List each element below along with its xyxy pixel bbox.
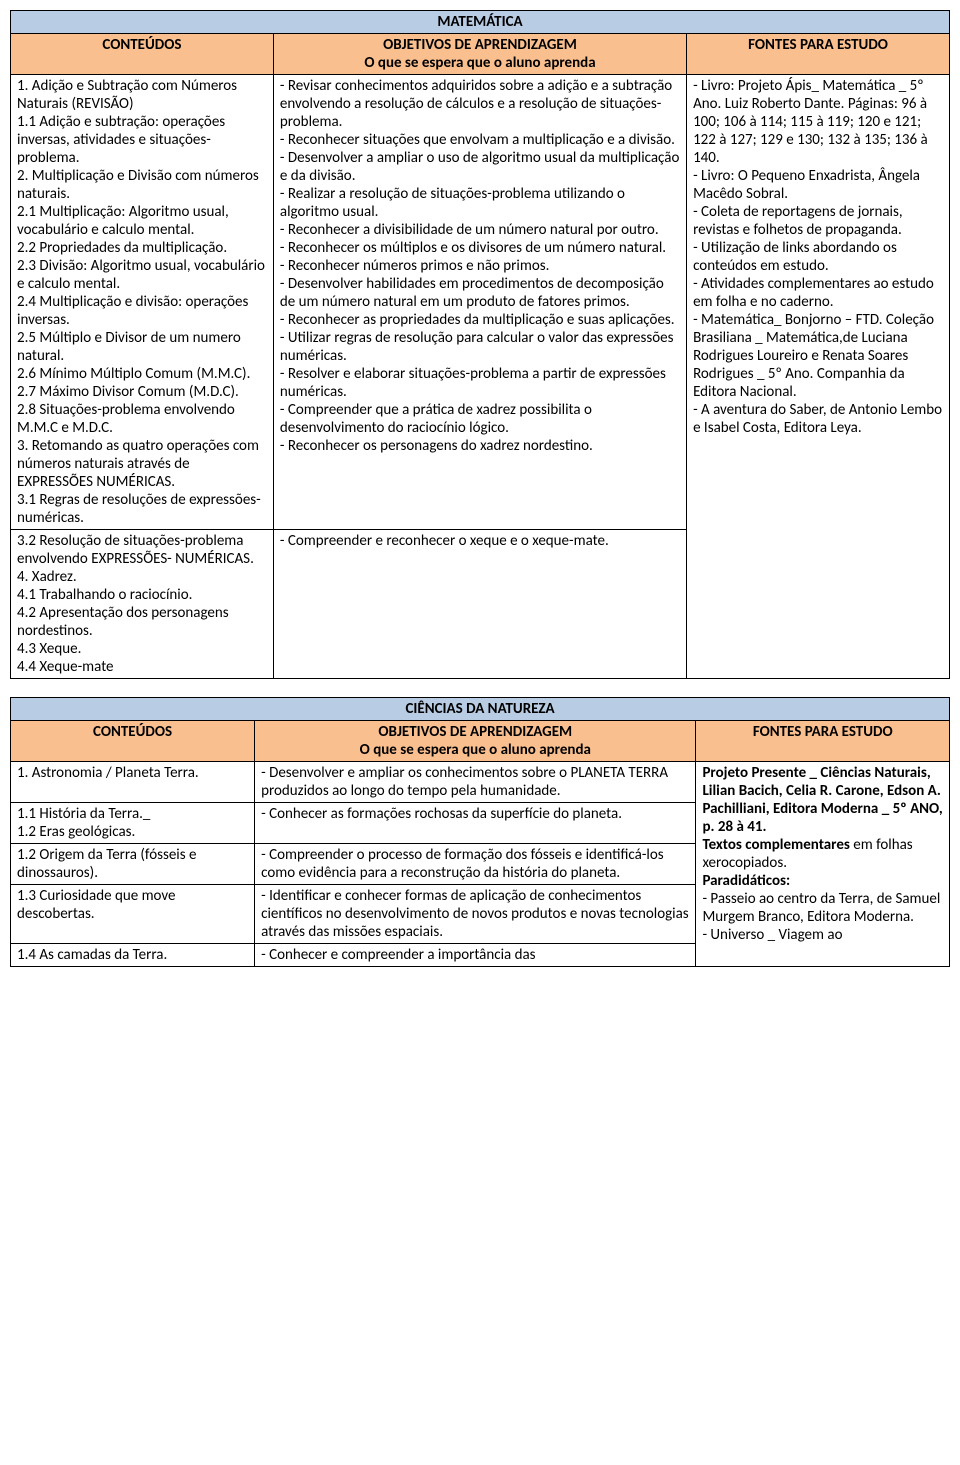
table2-r2-c: 1.2 Origem da Terra (fósseis e dinossaur… xyxy=(11,844,255,885)
table2-r4-c: 1.4 As camadas da Terra. xyxy=(11,944,255,967)
header-line2: O que se espera que o aluno aprenda xyxy=(360,741,591,759)
header-line2: O que se espera que o aluno aprenda xyxy=(364,54,595,72)
table1-header-fontes: FONTES PARA ESTUDO xyxy=(687,34,950,75)
header-line1: OBJETIVOS DE APRENDIZAGEM xyxy=(383,36,577,54)
table1-row1-objetivos: - Revisar conhecimentos adquiridos sobre… xyxy=(273,75,686,530)
table1-row2-objetivos: - Compreender e reconhecer o xeque e o x… xyxy=(273,530,686,679)
ciencias-table: CIÊNCIAS DA NATUREZA CONTEÚDOS OBJETIVOS… xyxy=(10,697,950,967)
table2-title: CIÊNCIAS DA NATUREZA xyxy=(11,698,950,721)
table2-header-objetivos: OBJETIVOS DE APRENDIZAGEM O que se esper… xyxy=(255,721,696,762)
table2-r1-c: 1.1 História da Terra._1.2 Eras geológic… xyxy=(11,803,255,844)
table2-r1-o: - Conhecer as formações rochosas da supe… xyxy=(255,803,696,844)
matematica-table: MATEMÁTICA CONTEÚDOS OBJETIVOS DE APREND… xyxy=(10,10,950,679)
table1-title: MATEMÁTICA xyxy=(11,11,950,34)
table2-header-conteudos: CONTEÚDOS xyxy=(11,721,255,762)
table2-r0-c: 1. Astronomia / Planeta Terra. xyxy=(11,762,255,803)
table2-header-fontes: FONTES PARA ESTUDO xyxy=(696,721,950,762)
header-line1: OBJETIVOS DE APRENDIZAGEM xyxy=(378,723,572,741)
fontes-bold2: Paradidáticos: xyxy=(702,872,790,890)
table2-r2-o: - Compreender o processo de formação dos… xyxy=(255,844,696,885)
table2-r4-o: - Conhecer e compreender a importância d… xyxy=(255,944,696,967)
fontes-plain2: - Passeio ao centro da Terra, de Samuel … xyxy=(702,890,940,944)
table2-fontes: Projeto Presente _ Ciências Naturais, Li… xyxy=(696,762,950,967)
table2-r3-o: - Identificar e conhecer formas de aplic… xyxy=(255,885,696,944)
table1-fontes: - Livro: Projeto Ápis_ Matemática _ 5º A… xyxy=(687,75,950,679)
table1-header-objetivos: OBJETIVOS DE APRENDIZAGEM O que se esper… xyxy=(273,34,686,75)
table1-row1-conteudos: 1. Adição e Subtração com Números Natura… xyxy=(11,75,274,530)
table2-r3-c: 1.3 Curiosidade que move descobertas. xyxy=(11,885,255,944)
table2-r0-o: - Desenvolver e ampliar os conhecimentos… xyxy=(255,762,696,803)
table1-header-conteudos: CONTEÚDOS xyxy=(11,34,274,75)
table1-row2-conteudos: 3.2 Resolução de situações-problema envo… xyxy=(11,530,274,679)
